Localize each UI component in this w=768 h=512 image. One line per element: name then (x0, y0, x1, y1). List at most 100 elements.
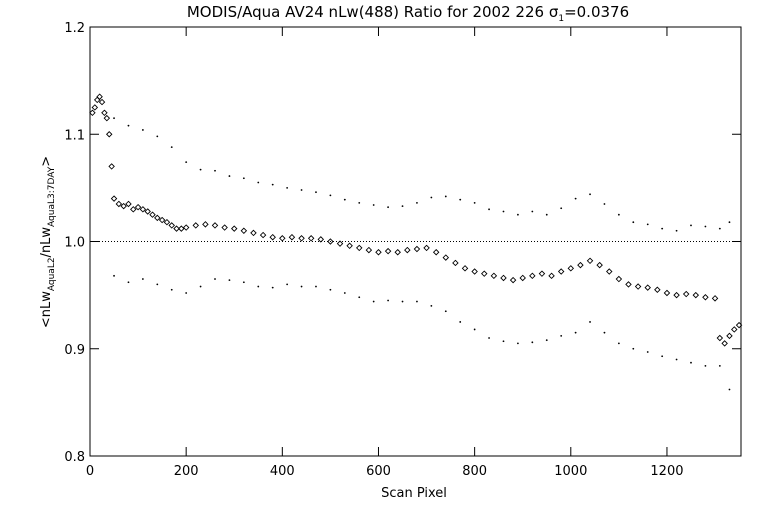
y-tick-label: 1.1 (64, 128, 85, 143)
data-point (231, 225, 238, 232)
data-point (490, 272, 498, 280)
data-point (394, 248, 401, 256)
data-point (488, 337, 490, 339)
y-tick-label: 1.2 (64, 21, 85, 36)
data-point (91, 104, 99, 111)
data-point (646, 351, 649, 353)
data-point (726, 332, 733, 340)
data-point (459, 198, 462, 201)
x-tick-label: 1000 (554, 464, 587, 479)
data-point (444, 195, 447, 198)
data-point (98, 98, 106, 106)
data-point (481, 270, 488, 277)
x-tick-label: 200 (174, 464, 199, 479)
data-point (105, 131, 113, 138)
series-layer (89, 93, 743, 391)
chart-title: MODIS/Aqua AV24 nLw(488) Ratio for 2002 … (187, 3, 629, 24)
data-point (89, 109, 96, 117)
data-point (242, 177, 245, 180)
data-point (661, 355, 664, 358)
data-point (257, 285, 260, 288)
data-point (596, 261, 603, 269)
data-point (127, 124, 130, 127)
data-point (168, 222, 175, 229)
data-point (115, 200, 123, 208)
data-point (413, 245, 421, 253)
data-point (271, 183, 274, 186)
data-point (214, 169, 216, 172)
data-point (329, 288, 332, 291)
data-point (185, 161, 188, 164)
data-point (134, 203, 142, 211)
data-point (704, 365, 707, 367)
data-point (358, 296, 361, 299)
data-point (192, 222, 200, 229)
data-point (125, 200, 132, 208)
data-point (343, 198, 346, 201)
data-point (240, 227, 248, 235)
data-point (735, 321, 743, 329)
data-point (228, 175, 231, 177)
data-point (471, 268, 478, 275)
data-point (531, 210, 534, 213)
series-0 (89, 93, 743, 347)
data-point (634, 283, 642, 290)
data-point (130, 206, 137, 213)
data-point (288, 233, 296, 241)
data-point (603, 203, 606, 205)
data-point (110, 195, 118, 202)
data-point (675, 358, 678, 361)
data-point (461, 265, 469, 272)
axis-tick-labels: 0 200 400 600 800 1000 1200 0.8 0.9 1.0 1.1 1.2 (64, 21, 683, 479)
data-point (690, 361, 692, 364)
data-point (103, 114, 111, 122)
data-point (365, 246, 373, 254)
data-point (473, 328, 476, 331)
data-point (500, 274, 507, 282)
data-point (603, 331, 606, 334)
data-point (286, 186, 289, 189)
data-point (120, 202, 127, 210)
data-point (199, 168, 202, 171)
data-point (452, 259, 459, 267)
data-point (661, 227, 664, 230)
x-tick-label: 1200 (650, 464, 683, 479)
x-axis-title: Scan Pixel (381, 486, 447, 501)
data-point (728, 388, 731, 391)
data-point (711, 295, 719, 302)
data-point (317, 236, 325, 243)
data-point (242, 281, 245, 284)
data-point (139, 206, 147, 213)
data-point (617, 342, 620, 345)
data-point (221, 224, 228, 231)
y-tick-label: 1.0 (64, 236, 85, 251)
data-point (279, 235, 286, 242)
data-point (144, 208, 151, 215)
data-point (529, 272, 536, 280)
data-point (336, 240, 344, 247)
data-point (517, 342, 519, 345)
data-point (327, 238, 334, 245)
data-point (442, 254, 450, 261)
data-point (423, 244, 430, 252)
data-point (557, 268, 565, 275)
data-point (567, 265, 575, 272)
data-point (416, 201, 418, 204)
y-tick-label: 0.8 (64, 450, 85, 465)
data-point (214, 278, 216, 280)
data-point (170, 288, 173, 291)
data-point (113, 117, 115, 120)
data-point (358, 201, 361, 204)
data-point (673, 291, 680, 299)
data-point (444, 310, 447, 313)
data-point (718, 365, 721, 367)
data-point (96, 93, 103, 100)
data-point (298, 235, 305, 242)
data-point (663, 289, 671, 297)
data-point (101, 109, 108, 117)
data-point (675, 229, 678, 232)
data-point (721, 340, 728, 347)
data-point (401, 300, 404, 303)
data-point (384, 247, 392, 255)
